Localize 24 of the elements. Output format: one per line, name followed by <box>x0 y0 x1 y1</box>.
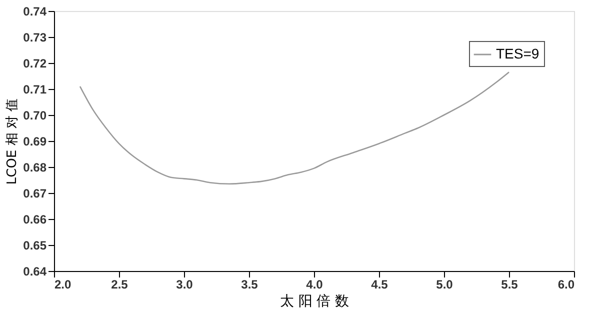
y-axis-title: LCOE 相 对 值 <box>5 98 20 185</box>
y-tick-label: 0.67 <box>23 186 47 200</box>
x-tick-label: 2.5 <box>111 278 128 292</box>
y-tick-label: 0.73 <box>23 30 47 44</box>
y-tick-label: 0.68 <box>23 160 47 174</box>
x-tick-label: 3.0 <box>176 278 194 292</box>
x-tick-label: 5.5 <box>501 278 518 292</box>
legend-label: TES=9 <box>496 46 540 62</box>
x-axis-title: 太 阳 倍 数 <box>280 294 350 310</box>
y-tick-label: 0.65 <box>23 238 47 252</box>
x-tick-label: 3.5 <box>241 278 258 292</box>
x-tick-label: 6.0 <box>558 278 575 292</box>
x-tick-label: 4.5 <box>371 278 388 292</box>
y-tick-label: 0.69 <box>23 134 47 148</box>
y-tick-label: 0.66 <box>23 212 47 226</box>
x-tick-label: 4.0 <box>306 278 324 292</box>
line-series <box>79 71 510 185</box>
y-tick-label: 0.74 <box>23 4 47 18</box>
x-tick-label: 5.0 <box>436 278 454 292</box>
y-tick-label: 0.64 <box>23 264 47 278</box>
y-tick-label: 0.71 <box>23 82 47 96</box>
y-tick-label: 0.70 <box>23 108 47 122</box>
y-tick-label: 0.72 <box>23 56 47 70</box>
x-tick-label: 2.0 <box>54 278 72 292</box>
